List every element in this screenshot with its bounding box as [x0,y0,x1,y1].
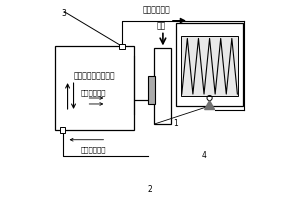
Polygon shape [205,101,214,110]
Bar [176,23,243,106]
Text: 回波信号输入: 回波信号输入 [81,146,106,153]
Text: 加载: 加载 [156,21,166,30]
Text: 4: 4 [202,151,206,160]
Text: 1: 1 [173,119,178,128]
Text: 2: 2 [148,185,152,194]
Bar [181,36,239,96]
Bar [154,48,171,124]
Bar [119,44,125,49]
Bar [148,76,155,104]
Text: 回波信号输出: 回波信号输出 [143,6,171,15]
Bar [60,127,65,133]
Text: 超声信号发射: 超声信号发射 [81,90,106,96]
Bar [55,46,134,130]
Text: 3: 3 [61,9,67,18]
Text: 超声脉冲发射接收器: 超声脉冲发射接收器 [74,72,115,81]
